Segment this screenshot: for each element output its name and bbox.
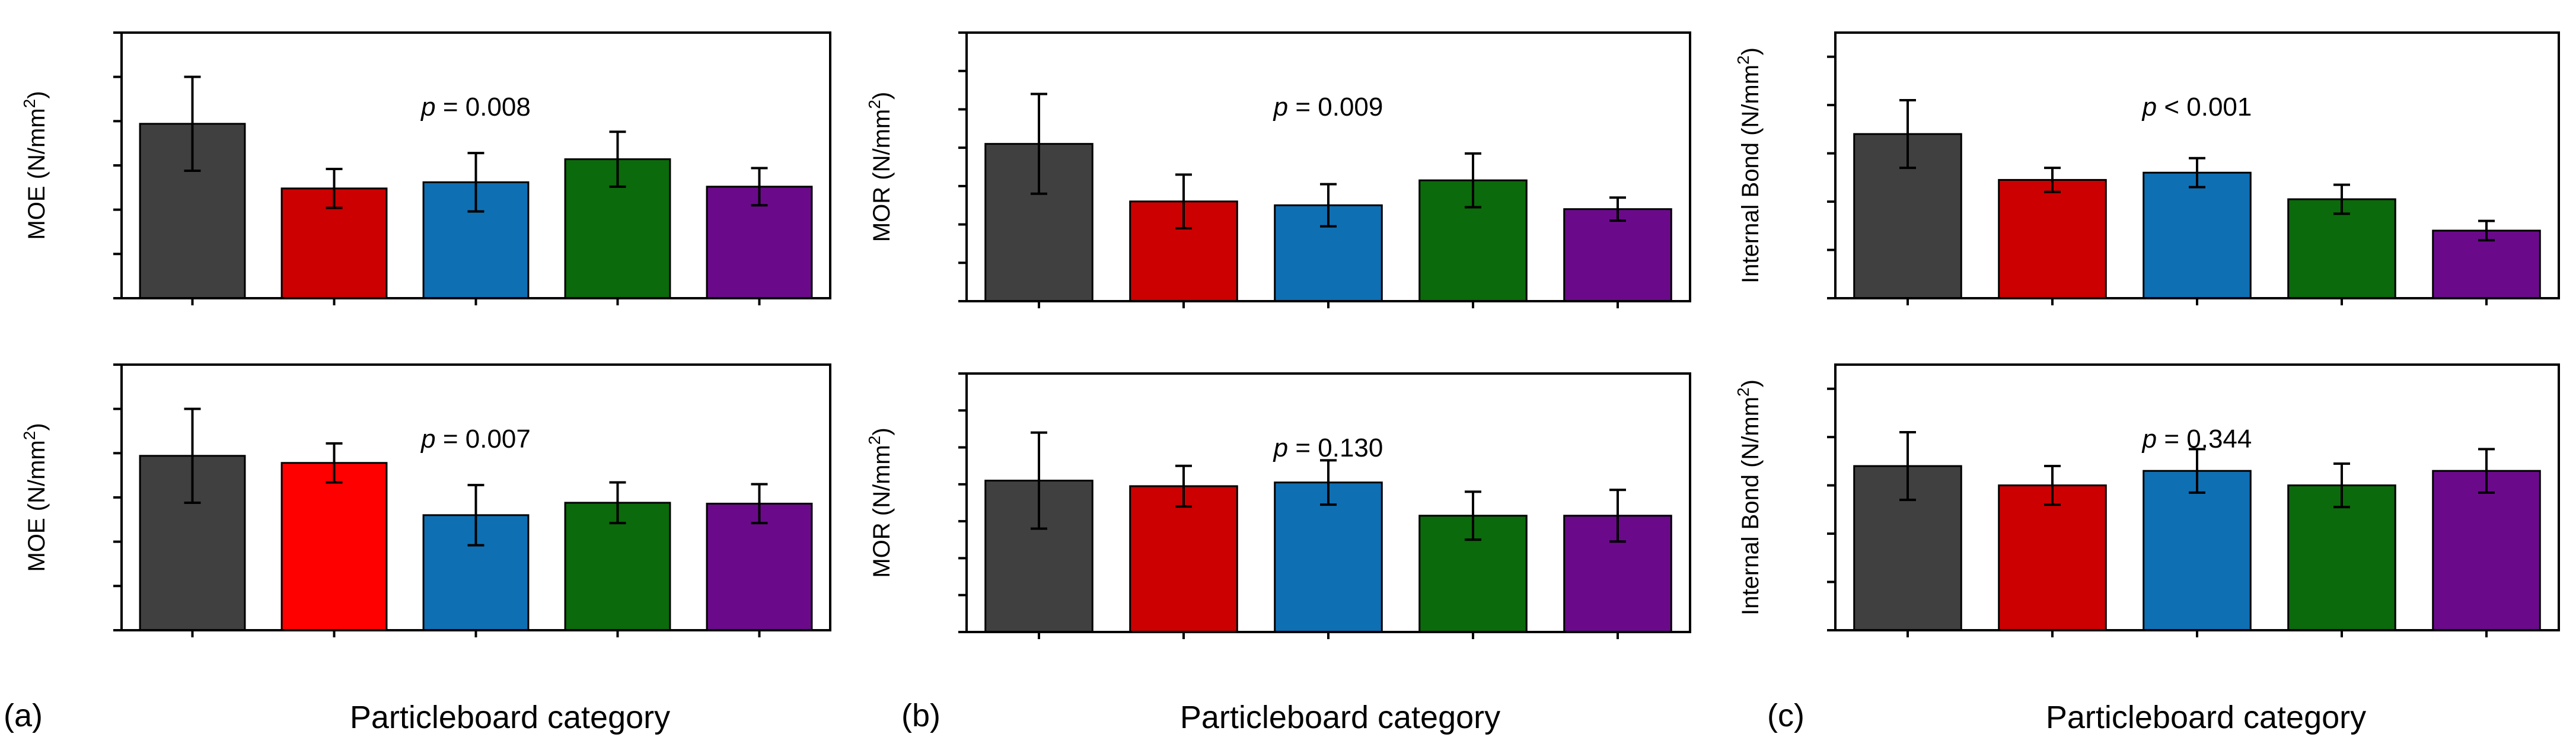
panel-label-c: (c) <box>1767 698 1805 733</box>
c-bottom-y-axis-title-main: Internal Bond (N/mm <box>1737 397 1764 615</box>
a-bottom-y-axis-title-sup: 2 <box>20 431 39 441</box>
panel-label-a: (a) <box>4 698 43 733</box>
c-top-bar <box>2287 198 2396 299</box>
c-top-p-value: p < 0.001 <box>2141 92 2252 122</box>
a-bottom-y-axis-title: MOE (N/mm2) <box>20 423 50 572</box>
panel-label-b: (b) <box>901 698 941 733</box>
x-axis-title-c: Particleboard category <box>2046 700 2366 735</box>
a-top-p-value: p = 0.008 <box>420 92 531 122</box>
b-bottom-bar <box>1129 485 1238 633</box>
b-top-p-symbol: p <box>1273 92 1288 122</box>
b-bottom-p-value: p = 0.130 <box>1273 433 1383 462</box>
b-top-y-axis-title: MOR (N/mm2) <box>865 92 895 242</box>
c-bottom-bar <box>2432 470 2541 631</box>
c-top-p-text: < 0.001 <box>2157 92 2252 122</box>
c-bottom-bar <box>1998 484 2107 631</box>
a-bottom-p-text: = 0.007 <box>436 425 531 454</box>
c-bottom-y-axis-title: Internal Bond (N/mm2) <box>1734 379 1764 615</box>
b-bottom-y-axis-title-end: ) <box>869 427 895 435</box>
c-bottom-y-axis-title-end: ) <box>1737 379 1764 387</box>
b-top-p-text: = 0.009 <box>1288 92 1383 122</box>
c-bottom-y-axis-title-sup: 2 <box>1734 387 1752 397</box>
a-bottom-bar <box>706 502 813 631</box>
c-bottom-p-symbol: p <box>2141 425 2157 454</box>
b-bottom-y-axis-title: MOR (N/mm2) <box>865 427 895 577</box>
a-bottom-p-value: p = 0.007 <box>420 425 531 454</box>
a-top-plot-frame <box>120 31 831 299</box>
b-top-p-value: p = 0.009 <box>1273 92 1383 122</box>
c-top-plot-frame <box>1834 31 2560 299</box>
b-top-y-axis-title-main: MOR (N/mm <box>869 109 895 242</box>
a-bottom-p-symbol: p <box>420 425 435 454</box>
b-top-y-axis-title-sup: 2 <box>865 100 884 109</box>
c-top-p-symbol: p <box>2141 92 2157 122</box>
c-top-bar <box>2432 229 2541 299</box>
c-top-y-axis-title: Internal Bond (N/mm2) <box>1734 47 1764 283</box>
a-top-p-symbol: p <box>420 92 435 122</box>
b-bottom-p-symbol: p <box>1273 433 1288 462</box>
c-top-y-axis-title-sup: 2 <box>1734 55 1752 65</box>
c-bottom-p-text: = 0.344 <box>2157 425 2252 454</box>
c-bottom-p-value: p = 0.344 <box>2141 425 2252 454</box>
a-bottom-y-axis-title-end: ) <box>24 423 50 430</box>
x-axis-title-b: Particleboard category <box>1180 700 1500 735</box>
c-top-bar <box>2143 171 2252 299</box>
a-bottom-bar <box>280 462 388 631</box>
a-top-y-axis-title-sup: 2 <box>20 99 39 108</box>
b-bottom-p-text: = 0.130 <box>1288 433 1383 462</box>
c-top-y-axis-title-end: ) <box>1737 47 1764 55</box>
x-axis-title-a: Particleboard category <box>350 700 670 735</box>
c-bottom-bar <box>2143 470 2252 631</box>
a-bottom-y-axis-title-main: MOE (N/mm <box>24 440 50 572</box>
a-top-y-axis-title: MOE (N/mm2) <box>20 91 50 240</box>
c-top-y-axis-title-main: Internal Bond (N/mm <box>1737 65 1764 283</box>
b-top-bar <box>1563 208 1672 302</box>
a-top-p-text: = 0.008 <box>436 92 531 122</box>
a-top-y-axis-title-end: ) <box>24 91 50 98</box>
b-bottom-y-axis-title-sup: 2 <box>865 436 884 445</box>
b-top-y-axis-title-end: ) <box>869 92 895 100</box>
a-top-y-axis-title-main: MOE (N/mm <box>24 108 50 240</box>
b-bottom-plot-frame <box>965 372 1691 633</box>
c-bottom-plot-frame <box>1834 363 2560 631</box>
b-bottom-y-axis-title-main: MOR (N/mm <box>869 445 895 577</box>
c-top-bar <box>1998 178 2107 299</box>
b-top-plot-frame <box>965 31 1691 302</box>
a-bottom-plot-frame <box>120 363 831 631</box>
